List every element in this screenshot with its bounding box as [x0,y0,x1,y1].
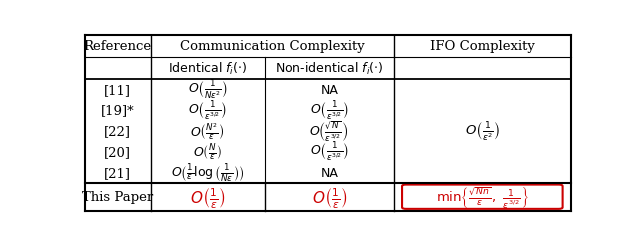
Text: NA: NA [320,84,338,96]
Text: $O\left(\frac{1}{\epsilon^2}\right)$: $O\left(\frac{1}{\epsilon^2}\right)$ [465,120,500,143]
Text: $O\left(\frac{1}{\epsilon}\right)$: $O\left(\frac{1}{\epsilon}\right)$ [312,184,347,210]
Text: $O\left(\frac{1}{\epsilon^{3/2}}\right)$: $O\left(\frac{1}{\epsilon^{3/2}}\right)$ [310,140,349,164]
Text: Communication Complexity: Communication Complexity [180,40,364,53]
Text: [20]: [20] [104,146,131,158]
Text: $\min\left\{\frac{\sqrt{Nn}}{\epsilon},\ \frac{1}{\epsilon^{3/2}}\right\}$: $\min\left\{\frac{\sqrt{Nn}}{\epsilon},\… [436,184,529,210]
Text: [11]: [11] [104,84,131,96]
Text: $O\left(\frac{1}{\epsilon}\right)$: $O\left(\frac{1}{\epsilon}\right)$ [190,184,225,210]
Text: $O\left(\frac{\sqrt{N}}{\epsilon^{3/2}}\right)$: $O\left(\frac{\sqrt{N}}{\epsilon^{3/2}}\… [310,119,349,144]
Text: $O\left(\frac{1}{\epsilon^{3/2}}\right)$: $O\left(\frac{1}{\epsilon^{3/2}}\right)$ [310,99,349,122]
Text: Identical $f_i(\cdot)$: Identical $f_i(\cdot)$ [168,60,248,77]
Text: $O\left(\frac{1}{\epsilon^{3/2}}\right)$: $O\left(\frac{1}{\epsilon^{3/2}}\right)$ [188,99,227,122]
Text: Reference: Reference [84,40,152,53]
Text: NA: NA [320,166,338,179]
Text: $O\left(\frac{1}{N\epsilon^2}\right)$: $O\left(\frac{1}{N\epsilon^2}\right)$ [188,78,228,102]
Text: [19]*: [19]* [101,104,134,117]
Text: $O\left(\frac{N^2}{\epsilon}\right)$: $O\left(\frac{N^2}{\epsilon}\right)$ [191,121,225,142]
Text: IFO Complexity: IFO Complexity [430,40,535,53]
Text: This Paper: This Paper [82,190,154,203]
Text: [22]: [22] [104,125,131,138]
Text: [21]: [21] [104,166,131,179]
Text: $O\left(\frac{N}{\epsilon}\right)$: $O\left(\frac{N}{\epsilon}\right)$ [193,142,222,162]
Text: Non-identical $f_i(\cdot)$: Non-identical $f_i(\cdot)$ [275,60,383,77]
Text: $O\left(\frac{1}{\epsilon}\log\left(\frac{1}{N\epsilon}\right)\right)$: $O\left(\frac{1}{\epsilon}\log\left(\fra… [171,162,244,184]
